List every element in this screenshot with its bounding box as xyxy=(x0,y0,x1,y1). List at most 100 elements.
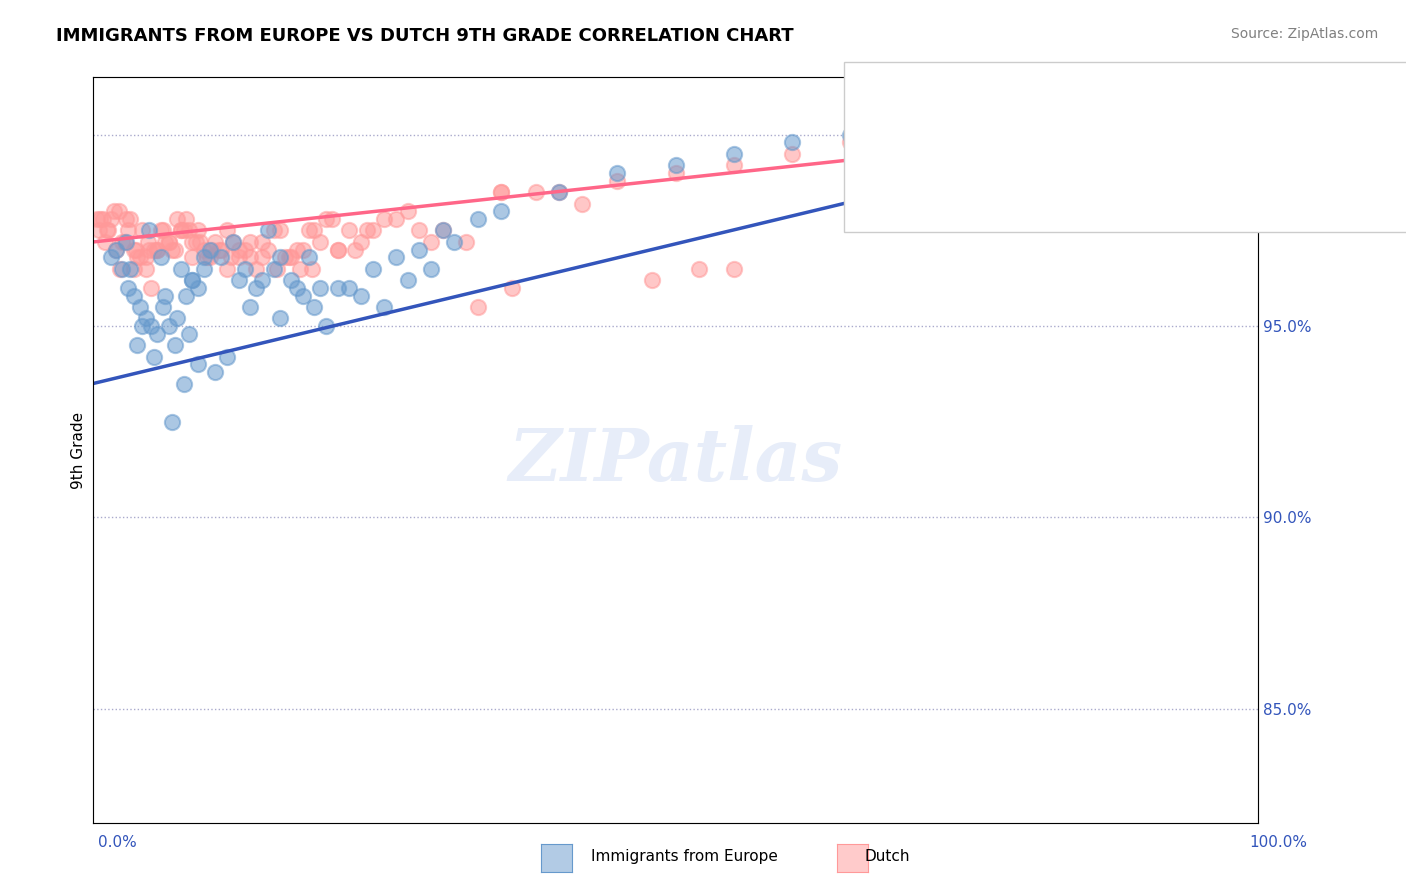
Point xyxy=(839,136,862,150)
Point xyxy=(315,319,337,334)
Point xyxy=(193,250,215,264)
Point xyxy=(169,223,191,237)
Point xyxy=(184,235,207,249)
Point xyxy=(173,223,195,237)
Point xyxy=(373,212,395,227)
Point xyxy=(723,147,745,161)
Point xyxy=(142,243,165,257)
Point xyxy=(233,261,256,276)
Point xyxy=(162,415,184,429)
Point xyxy=(187,281,209,295)
Point xyxy=(524,185,547,199)
Point xyxy=(385,212,408,227)
Point xyxy=(128,300,150,314)
Point xyxy=(408,223,430,237)
Point xyxy=(548,185,571,199)
Point xyxy=(198,250,221,264)
Point xyxy=(138,243,160,257)
Point xyxy=(257,223,280,237)
Point xyxy=(239,300,262,314)
Point xyxy=(155,288,177,302)
Point xyxy=(250,273,273,287)
Text: Source: ZipAtlas.com: Source: ZipAtlas.com xyxy=(1230,27,1378,41)
Point xyxy=(208,243,231,257)
Point xyxy=(245,261,267,276)
Point xyxy=(94,235,117,249)
Text: IMMIGRANTS FROM EUROPE VS DUTCH 9TH GRADE CORRELATION CHART: IMMIGRANTS FROM EUROPE VS DUTCH 9TH GRAD… xyxy=(56,27,794,45)
Point xyxy=(141,281,163,295)
Point xyxy=(217,223,239,237)
Point xyxy=(87,223,110,237)
Point xyxy=(1014,120,1036,135)
Point xyxy=(467,300,489,314)
Point xyxy=(606,174,628,188)
Point xyxy=(149,223,172,237)
Point xyxy=(228,273,250,287)
Point xyxy=(1014,120,1036,135)
Point xyxy=(361,261,384,276)
Point xyxy=(326,243,349,257)
Point xyxy=(339,223,361,237)
Point xyxy=(356,223,378,237)
Point xyxy=(571,196,593,211)
Point xyxy=(467,212,489,227)
Point xyxy=(173,376,195,391)
Point xyxy=(198,243,221,257)
Point xyxy=(122,288,145,302)
Point xyxy=(86,212,108,227)
Point xyxy=(141,319,163,334)
Point xyxy=(193,243,215,257)
Point xyxy=(195,250,218,264)
Point xyxy=(177,223,200,237)
Point xyxy=(111,261,134,276)
Point xyxy=(432,223,454,237)
Point xyxy=(127,250,149,264)
Point xyxy=(321,212,343,227)
Point xyxy=(280,250,302,264)
Point xyxy=(146,326,169,341)
Point xyxy=(146,243,169,257)
Point xyxy=(274,250,297,264)
Point xyxy=(125,243,148,257)
Point xyxy=(301,261,323,276)
Point xyxy=(193,261,215,276)
Point xyxy=(780,147,803,161)
Point xyxy=(204,235,226,249)
Point xyxy=(501,281,523,295)
Point xyxy=(688,261,710,276)
Point xyxy=(228,243,250,257)
Point xyxy=(91,212,114,227)
Point xyxy=(233,243,256,257)
Point xyxy=(188,235,211,249)
Point xyxy=(664,158,686,172)
Point xyxy=(89,212,111,227)
Point xyxy=(146,243,169,257)
Text: Immigrants from Europe: Immigrants from Europe xyxy=(591,849,778,863)
Point xyxy=(548,185,571,199)
Text: Dutch: Dutch xyxy=(865,849,910,863)
Point xyxy=(107,204,129,219)
Point xyxy=(432,223,454,237)
Point xyxy=(135,250,157,264)
Point xyxy=(396,204,419,219)
Point xyxy=(245,281,267,295)
Point xyxy=(326,243,349,257)
Point xyxy=(163,243,186,257)
Point xyxy=(138,223,160,237)
Point xyxy=(304,223,326,237)
Point xyxy=(344,243,367,257)
Point xyxy=(217,261,239,276)
Point xyxy=(361,223,384,237)
Point xyxy=(149,250,172,264)
Point xyxy=(285,243,308,257)
Point xyxy=(291,243,314,257)
Point xyxy=(96,223,118,237)
Point xyxy=(114,235,136,249)
Point xyxy=(350,235,373,249)
Point xyxy=(105,243,128,257)
Point xyxy=(385,250,408,264)
Point xyxy=(780,136,803,150)
Point xyxy=(135,311,157,326)
Point xyxy=(263,223,285,237)
Point xyxy=(443,235,465,249)
